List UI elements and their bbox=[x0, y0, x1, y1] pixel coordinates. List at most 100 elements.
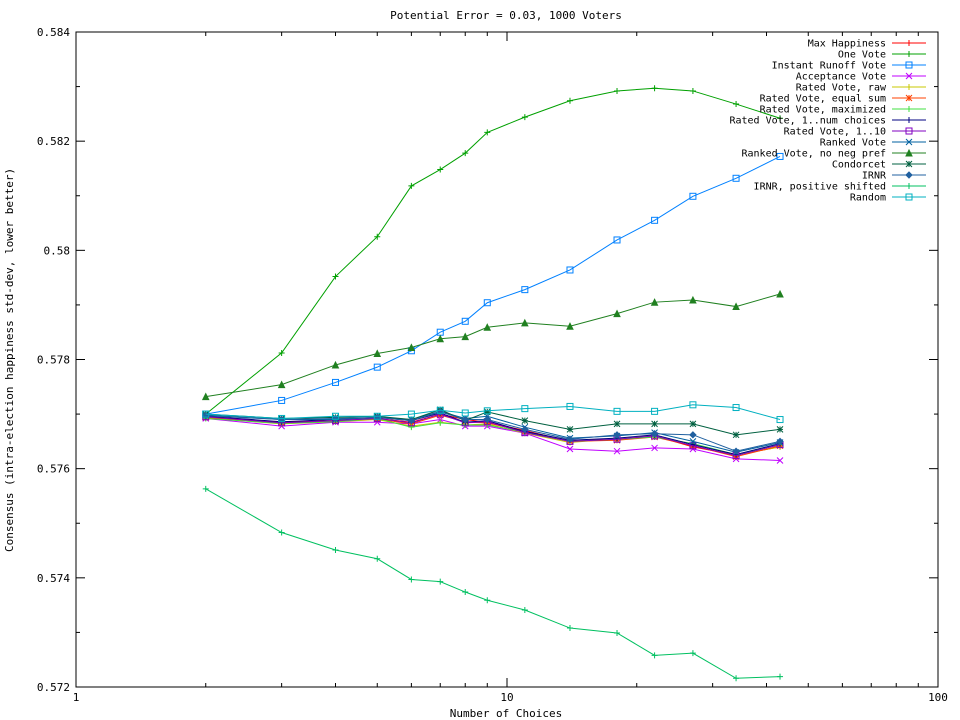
series-rated-vote-1-num-choices bbox=[202, 409, 784, 458]
data-point bbox=[689, 438, 697, 445]
data-point bbox=[484, 129, 491, 136]
series-line bbox=[205, 156, 781, 415]
data-point bbox=[776, 289, 784, 298]
x-axis-label: Number of Choices bbox=[450, 707, 563, 720]
x-tick-label: 10 bbox=[500, 691, 513, 704]
data-point bbox=[613, 309, 621, 318]
legend-label: Ranked Vote, no neg pref bbox=[742, 149, 887, 160]
data-point bbox=[462, 589, 469, 596]
data-point bbox=[651, 444, 658, 452]
data-point bbox=[483, 407, 491, 415]
data-point bbox=[278, 396, 286, 404]
series-line bbox=[205, 87, 781, 415]
data-point bbox=[462, 150, 469, 157]
data-point bbox=[566, 445, 574, 453]
data-point bbox=[614, 87, 621, 94]
data-point bbox=[689, 420, 697, 428]
series-one-vote bbox=[202, 85, 784, 418]
data-point bbox=[373, 412, 381, 420]
series-instant-runoff-vote bbox=[202, 152, 784, 418]
data-point bbox=[278, 349, 285, 356]
data-point bbox=[733, 675, 740, 682]
data-point bbox=[613, 431, 621, 439]
data-point bbox=[521, 405, 529, 413]
data-point bbox=[689, 401, 697, 409]
series-line bbox=[205, 488, 781, 679]
data-point bbox=[689, 442, 697, 450]
data-point bbox=[906, 84, 912, 90]
data-point bbox=[651, 652, 658, 659]
data-point bbox=[613, 420, 621, 428]
data-point bbox=[651, 85, 658, 92]
y-tick-label: 0.58 bbox=[44, 244, 71, 257]
data-point bbox=[521, 425, 529, 434]
data-point bbox=[331, 414, 340, 423]
data-point bbox=[906, 106, 912, 112]
data-point bbox=[461, 317, 469, 325]
data-point bbox=[906, 117, 912, 123]
y-tick-label: 0.578 bbox=[37, 354, 70, 367]
data-point bbox=[905, 138, 913, 146]
data-point bbox=[776, 437, 784, 446]
legend-label: Rated Vote, equal sum bbox=[760, 94, 886, 105]
data-point bbox=[484, 597, 491, 604]
data-point bbox=[566, 625, 573, 632]
data-point bbox=[650, 430, 659, 438]
data-point bbox=[521, 286, 529, 294]
y-tick-label: 0.584 bbox=[37, 26, 70, 39]
series-ranked-vote-no-neg-pref bbox=[201, 289, 784, 401]
data-point bbox=[732, 404, 740, 412]
y-tick-label: 0.572 bbox=[37, 681, 70, 694]
y-tick-label: 0.576 bbox=[37, 463, 70, 476]
data-point bbox=[521, 607, 528, 614]
data-point bbox=[566, 97, 573, 104]
data-point bbox=[521, 318, 529, 327]
data-point bbox=[776, 152, 784, 160]
data-point bbox=[202, 485, 209, 492]
data-point bbox=[776, 457, 784, 464]
data-point bbox=[905, 72, 913, 80]
data-point bbox=[374, 555, 381, 562]
legend-label: Rated Vote, 1..10 bbox=[784, 127, 886, 138]
data-point bbox=[407, 343, 416, 351]
data-point bbox=[613, 407, 621, 415]
data-point bbox=[613, 447, 621, 455]
data-point bbox=[689, 295, 697, 304]
data-point bbox=[437, 419, 444, 426]
data-point bbox=[613, 236, 621, 244]
data-point bbox=[461, 332, 470, 341]
data-point bbox=[651, 407, 659, 415]
legend-label: Acceptance Vote bbox=[796, 72, 886, 83]
legend-label: Rated Vote, maximized bbox=[760, 105, 886, 116]
data-point bbox=[407, 416, 416, 425]
data-point bbox=[408, 576, 415, 583]
legend-label: Max Happiness bbox=[808, 39, 886, 50]
series-line bbox=[205, 293, 781, 398]
data-point bbox=[651, 216, 659, 224]
data-point bbox=[566, 266, 574, 274]
data-point bbox=[905, 193, 913, 201]
data-point bbox=[483, 408, 491, 416]
data-point bbox=[437, 578, 444, 585]
data-point bbox=[373, 363, 381, 371]
data-point bbox=[905, 61, 913, 69]
data-point bbox=[776, 426, 784, 433]
data-point bbox=[521, 114, 528, 121]
data-point bbox=[651, 420, 658, 428]
data-point bbox=[906, 183, 912, 189]
data-point bbox=[689, 650, 696, 657]
data-point bbox=[202, 410, 210, 418]
legend-label: Condorcet bbox=[832, 160, 886, 171]
data-point bbox=[332, 546, 339, 553]
data-point bbox=[332, 273, 339, 280]
data-point bbox=[483, 415, 491, 424]
data-point bbox=[373, 349, 382, 357]
data-point bbox=[521, 417, 529, 424]
data-point bbox=[732, 302, 740, 311]
data-point bbox=[906, 40, 912, 46]
x-tick-label: 1 bbox=[73, 691, 80, 704]
data-point bbox=[566, 435, 574, 443]
data-point bbox=[905, 94, 913, 102]
